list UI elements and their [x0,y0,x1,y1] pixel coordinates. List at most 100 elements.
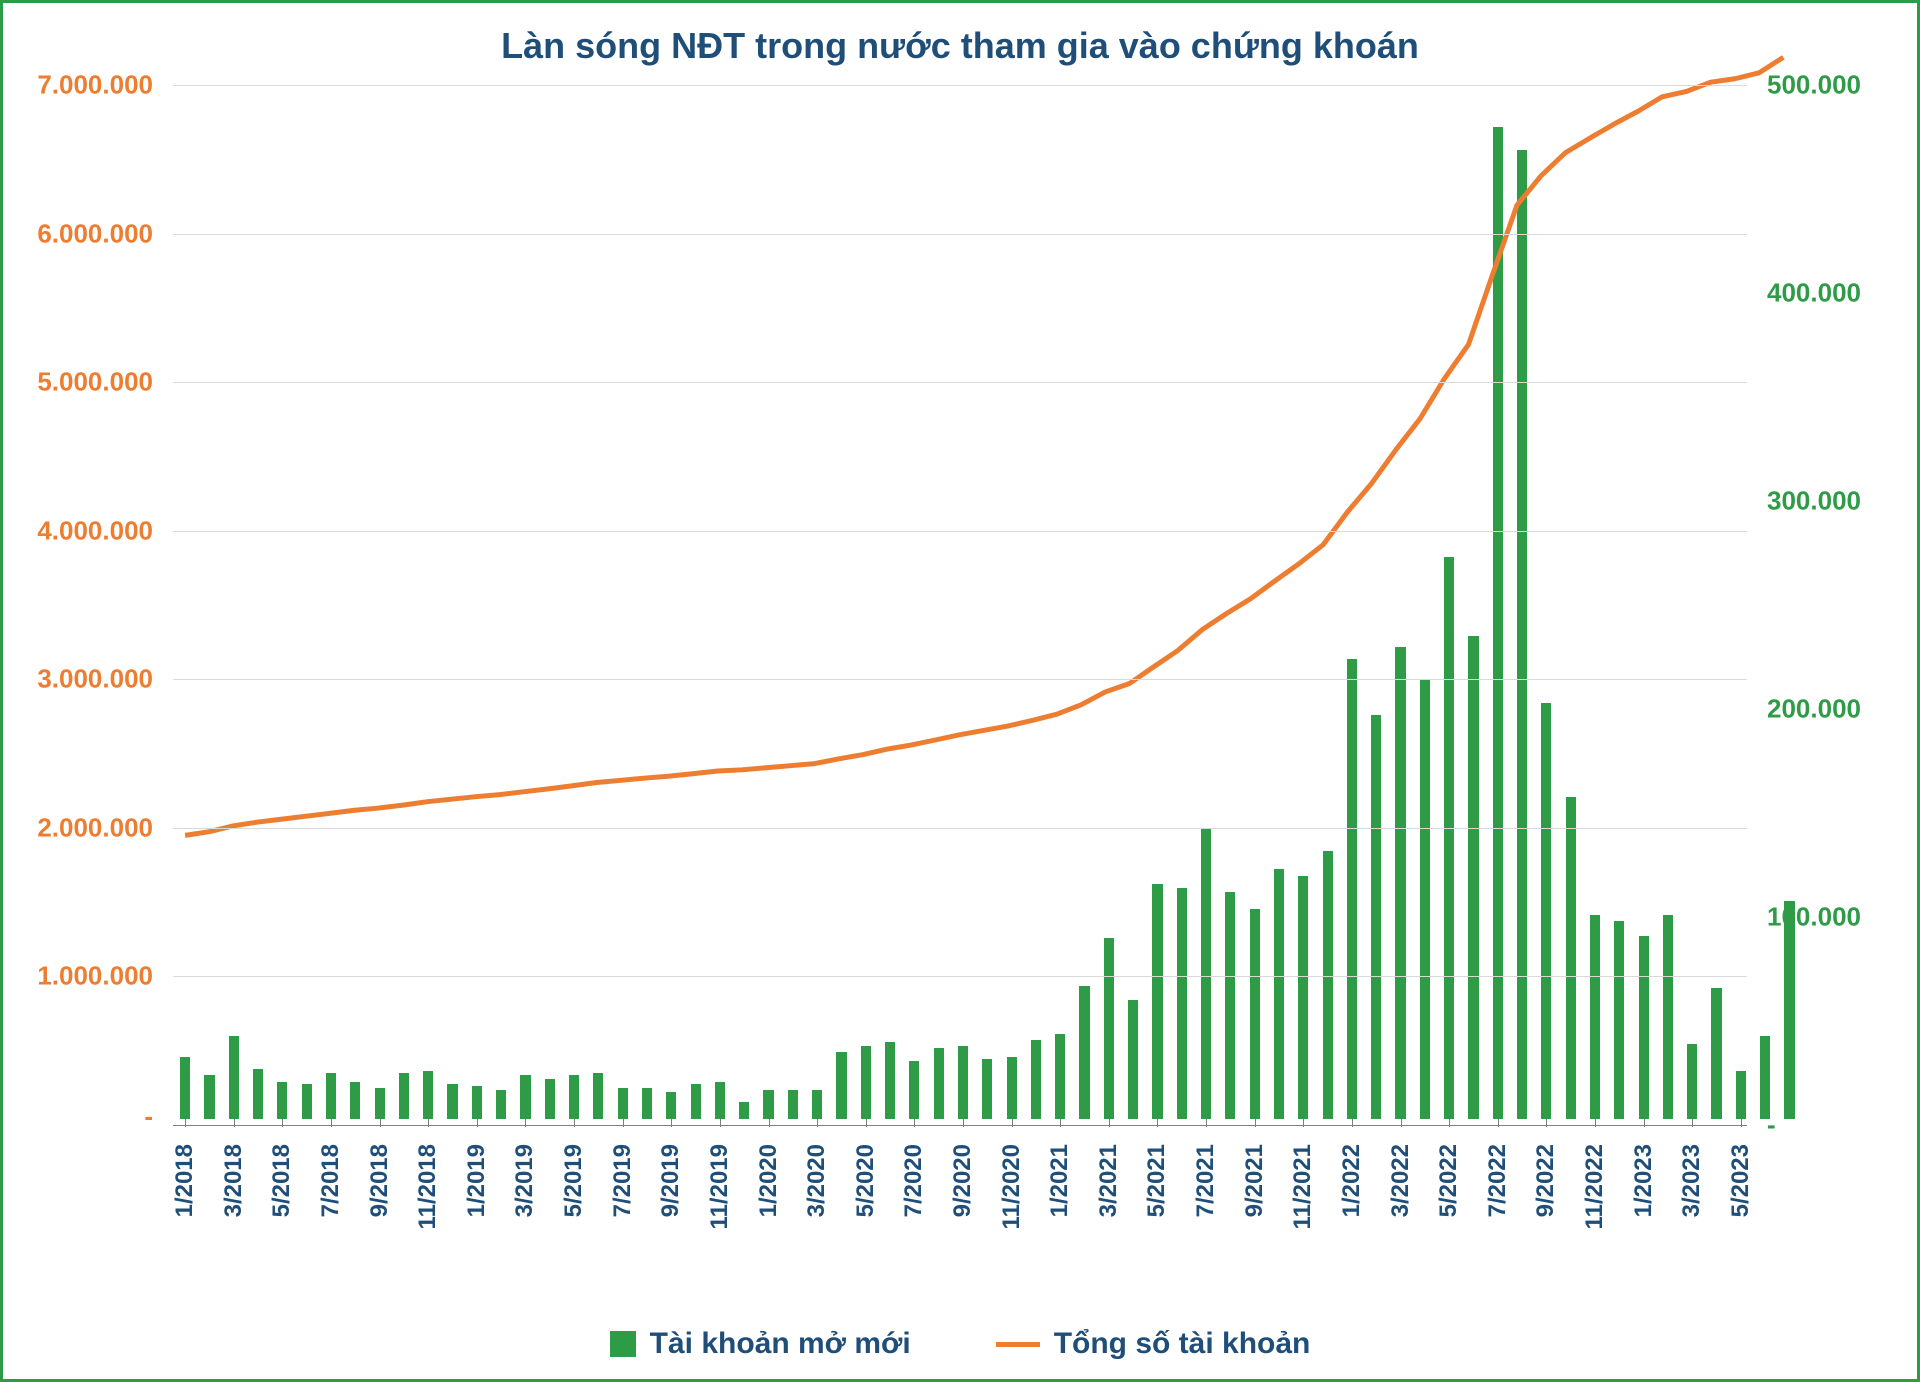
x-tick-mark [914,1119,915,1127]
x-tick-label: 11/2022 [1581,1144,1609,1294]
x-tick-label: 7/2021 [1192,1144,1220,1294]
y-right-tick: 300.000 [1767,486,1897,517]
gridline [173,531,1747,532]
legend-label-line: Tổng số tài khoản [1054,1327,1311,1361]
x-tick-mark [1595,1119,1596,1127]
x-tick-mark [1303,1119,1304,1127]
x-tick-mark [963,1119,964,1127]
x-tick-mark [1741,1119,1742,1127]
x-tick-label: 3/2022 [1387,1144,1415,1294]
x-tick-mark [1692,1119,1693,1127]
x-tick-mark [1644,1119,1645,1127]
y-left-tick: 6.000.000 [23,218,153,249]
y-axis-left: - 1.000.0002.000.0003.000.0004.000.0005.… [23,85,163,1119]
x-tick-mark [1060,1119,1061,1127]
x-tick-mark [525,1119,526,1127]
y-left-tick: 3.000.000 [23,664,153,695]
x-tick-label: 9/2019 [657,1144,685,1294]
x-tick-mark [282,1119,283,1127]
x-tick-mark [1401,1119,1402,1127]
x-tick-label: 7/2018 [317,1144,345,1294]
y-right-tick: 400.000 [1767,278,1897,309]
gridline [173,85,1747,86]
x-tick-label: 7/2022 [1484,1144,1512,1294]
x-tick-mark [1498,1119,1499,1127]
x-tick-mark [1157,1119,1158,1127]
x-tick-mark [234,1119,235,1127]
x-tick-label: 11/2019 [706,1144,734,1294]
x-tick-mark [671,1119,672,1127]
legend-item-bar: Tài khoản mở mới [610,1327,911,1361]
legend: Tài khoản mở mới Tổng số tài khoản [3,1327,1917,1361]
x-tick-mark [1546,1119,1547,1127]
x-tick-mark [1012,1119,1013,1127]
plot-area [173,85,1747,1119]
gridline [173,828,1747,829]
x-tick-label: 11/2021 [1289,1144,1317,1294]
x-tick-label: 1/2022 [1338,1144,1366,1294]
x-tick-mark [769,1119,770,1127]
x-tick-mark [477,1119,478,1127]
x-tick-label: 1/2019 [463,1144,491,1294]
x-tick-label: 3/2019 [511,1144,539,1294]
x-tick-label: 11/2020 [998,1144,1026,1294]
bar [1784,901,1794,1119]
x-tick-label: 1/2020 [755,1144,783,1294]
x-tick-mark [428,1119,429,1127]
x-tick-label: 3/2020 [803,1144,831,1294]
gridline [173,679,1747,680]
x-tick-label: 5/2020 [852,1144,880,1294]
x-tick-label: 7/2019 [609,1144,637,1294]
y-left-tick: 2.000.000 [23,812,153,843]
x-tick-label: 3/2021 [1095,1144,1123,1294]
x-tick-label: 3/2018 [220,1144,248,1294]
legend-label-bar: Tài khoản mở mới [650,1327,911,1361]
y-left-tick: 7.000.000 [23,70,153,101]
x-tick-label: 9/2022 [1532,1144,1560,1294]
y-left-tick: 5.000.000 [23,367,153,398]
legend-swatch-bar-icon [610,1331,636,1357]
x-tick-mark [185,1119,186,1127]
x-tick-label: 11/2018 [414,1144,442,1294]
gridline [173,976,1747,977]
bar [1760,1036,1770,1119]
x-tick-mark [866,1119,867,1127]
y-right-tick: 500.000 [1767,70,1897,101]
x-axis: 1/2018 3/2018 5/2018 7/2018 9/2018 11/2018 1/2… [173,1119,1747,1299]
x-tick-mark [1206,1119,1207,1127]
y-left-tick: 1.000.000 [23,961,153,992]
chart-title: Làn sóng NĐT trong nước tham gia vào chứ… [3,25,1917,67]
y-left-zero: - [144,1101,153,1132]
x-tick-label: 5/2022 [1435,1144,1463,1294]
x-tick-label: 1/2021 [1046,1144,1074,1294]
line-layer [173,85,1747,1119]
x-tick-mark [1255,1119,1256,1127]
x-tick-label: 5/2021 [1143,1144,1171,1294]
x-tick-label: 9/2020 [949,1144,977,1294]
x-tick-mark [1352,1119,1353,1127]
x-tick-label: 9/2021 [1241,1144,1269,1294]
y-axis-right: -100.000200.000300.000400.000500.000 [1757,85,1897,1119]
legend-item-line: Tổng số tài khoản [996,1327,1311,1361]
x-tick-mark [380,1119,381,1127]
y-left-tick: 4.000.000 [23,515,153,546]
x-tick-mark [720,1119,721,1127]
legend-swatch-line-icon [996,1342,1040,1347]
x-tick-mark [331,1119,332,1127]
x-tick-label: 1/2023 [1630,1144,1658,1294]
line-path [185,57,1783,835]
x-tick-label: 1/2018 [171,1144,199,1294]
x-tick-label: 3/2023 [1678,1144,1706,1294]
y-right-tick: 200.000 [1767,694,1897,725]
x-tick-label: 5/2019 [560,1144,588,1294]
x-tick-label: 9/2018 [366,1144,394,1294]
chart-container: Làn sóng NĐT trong nước tham gia vào chứ… [0,0,1920,1382]
x-tick-label: 5/2023 [1727,1144,1755,1294]
x-tick-mark [1449,1119,1450,1127]
x-tick-mark [574,1119,575,1127]
x-tick-label: 7/2020 [900,1144,928,1294]
gridline [173,234,1747,235]
x-tick-label: 5/2018 [268,1144,296,1294]
x-tick-mark [1109,1119,1110,1127]
gridline [173,382,1747,383]
